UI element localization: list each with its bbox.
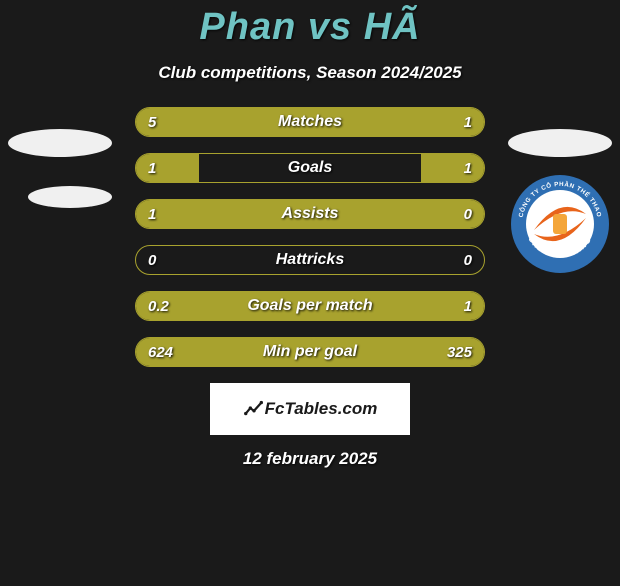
chart-icon xyxy=(243,398,265,420)
stat-label: Assists xyxy=(136,200,484,228)
subtitle: Club competitions, Season 2024/2025 xyxy=(0,63,620,83)
stat-label: Matches xyxy=(136,108,484,136)
club-crest: CÔNG TY CỔ PHẦN THỂ THAO SHB · ĐÀ NẴNG xyxy=(510,174,610,274)
stat-value-right: 1 xyxy=(464,108,472,136)
stat-value-right: 0 xyxy=(464,246,472,274)
stat-value-right: 1 xyxy=(464,154,472,182)
stat-row-assists: 1 Assists 0 xyxy=(135,199,485,229)
watermark-text: FcTables.com xyxy=(265,399,378,419)
stat-value-right: 0 xyxy=(464,200,472,228)
stat-label: Goals per match xyxy=(136,292,484,320)
watermark-box: FcTables.com xyxy=(210,383,410,435)
player1-photo-placeholder xyxy=(8,129,112,157)
date-text: 12 february 2025 xyxy=(0,449,620,469)
player1-shadow-placeholder xyxy=(28,186,112,208)
stats-bars: 5 Matches 1 1 Goals 1 1 Assists 0 0 Hatt… xyxy=(135,107,485,367)
stat-row-goals-per-match: 0.2 Goals per match 1 xyxy=(135,291,485,321)
stat-value-right: 1 xyxy=(464,292,472,320)
stat-label: Min per goal xyxy=(136,338,484,366)
stat-label: Goals xyxy=(136,154,484,182)
stat-row-hattricks: 0 Hattricks 0 xyxy=(135,245,485,275)
stat-value-right: 325 xyxy=(447,338,472,366)
stat-row-matches: 5 Matches 1 xyxy=(135,107,485,137)
stat-row-min-per-goal: 624 Min per goal 325 xyxy=(135,337,485,367)
player2-photo-placeholder xyxy=(508,129,612,157)
stat-label: Hattricks xyxy=(136,246,484,274)
stat-row-goals: 1 Goals 1 xyxy=(135,153,485,183)
page-title: Phan vs HÃ xyxy=(0,6,620,49)
